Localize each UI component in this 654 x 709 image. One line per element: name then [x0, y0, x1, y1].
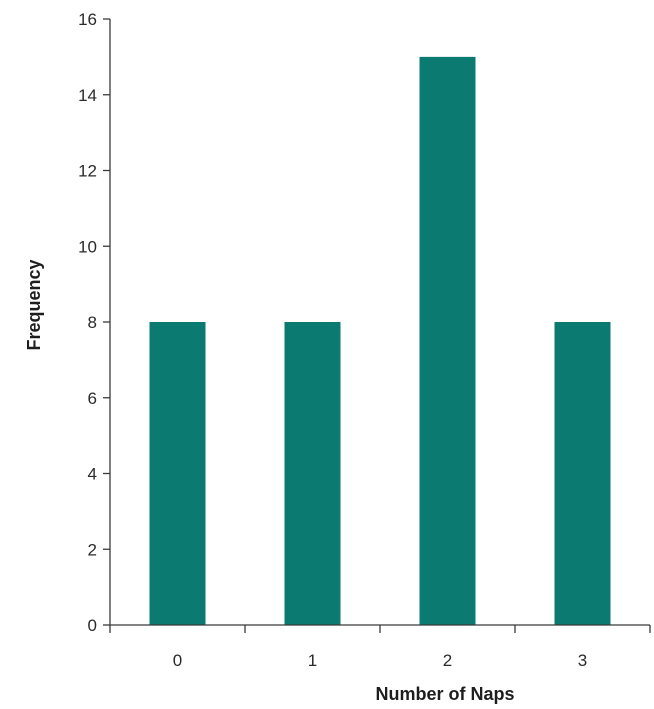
- y-ticks-group: 0 2 4 6 8 10 12 14 16: [78, 10, 110, 635]
- y-tick-label-16: 16: [78, 10, 97, 29]
- y-tick-label-10: 10: [78, 237, 97, 256]
- x-tick-label-1: 1: [308, 651, 317, 670]
- bar-3: [554, 322, 611, 625]
- y-tick-label-12: 12: [78, 162, 97, 181]
- x-tick-label-0: 0: [173, 651, 182, 670]
- y-tick-label-0: 0: [88, 616, 97, 635]
- x-tick-label-3: 3: [578, 651, 587, 670]
- y-tick-label-14: 14: [78, 86, 97, 105]
- y-tick-label-8: 8: [88, 313, 97, 332]
- x-tick-label-2: 2: [443, 651, 452, 670]
- y-tick-label-2: 2: [88, 540, 97, 559]
- y-tick-label-6: 6: [88, 389, 97, 408]
- x-axis-title: Number of Naps: [375, 684, 514, 704]
- x-ticks-group: 0 1 2 3: [109, 625, 651, 670]
- bar-0: [149, 322, 206, 625]
- y-tick-label-4: 4: [88, 465, 97, 484]
- y-axis-title: Frequency: [24, 259, 44, 350]
- bar-2: [419, 56, 476, 625]
- bars-group: [149, 56, 611, 625]
- bar-1: [284, 322, 341, 625]
